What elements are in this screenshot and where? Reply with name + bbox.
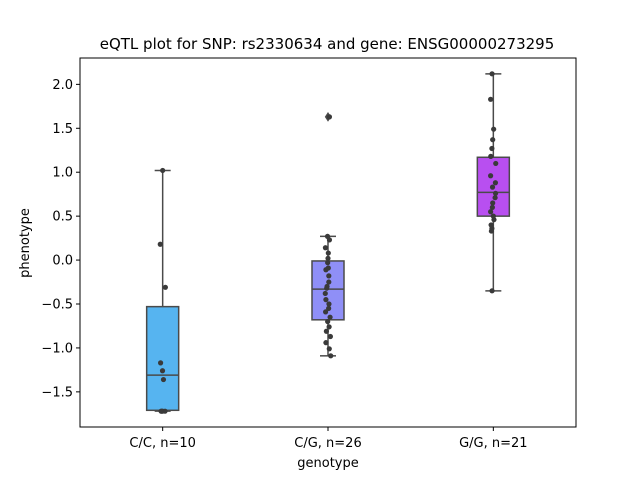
data-point	[327, 314, 333, 320]
x-axis-label: genotype	[297, 456, 358, 471]
data-point	[488, 153, 494, 159]
data-point	[325, 318, 331, 325]
data-point	[327, 333, 333, 340]
data-point	[490, 137, 496, 143]
x-tick-label: G/G, n=21	[459, 436, 527, 451]
data-point	[162, 408, 168, 414]
y-tick-label: −1.5	[41, 385, 73, 400]
y-tick-label: 0.5	[52, 210, 73, 225]
data-point	[326, 305, 332, 311]
data-point	[160, 167, 166, 174]
data-point	[325, 260, 331, 266]
data-point	[326, 279, 332, 285]
data-point	[157, 360, 164, 366]
y-tick-label: 2.0	[52, 78, 73, 93]
data-point	[160, 376, 167, 383]
points-layer	[157, 71, 499, 414]
data-point	[157, 241, 163, 247]
data-point	[328, 353, 334, 359]
data-point	[488, 209, 494, 215]
data-point	[491, 126, 497, 132]
x-tick-label: C/C, n=10	[129, 436, 195, 451]
y-tick-label: −1.0	[41, 341, 73, 356]
chart-title: eQTL plot for SNP: rs2330634 and gene: E…	[100, 35, 555, 53]
data-point	[492, 180, 499, 186]
data-point	[323, 340, 329, 346]
data-point	[322, 290, 328, 297]
data-point	[489, 184, 496, 190]
data-point	[323, 328, 329, 334]
data-point	[489, 204, 495, 210]
data-point	[162, 284, 168, 290]
y-axis-label: phenotype	[18, 208, 33, 278]
data-point	[326, 324, 332, 330]
y-tick-label: 0.0	[52, 254, 73, 269]
data-point	[326, 114, 333, 120]
x-tick-label: C/G, n=26	[294, 436, 361, 451]
data-point	[326, 237, 333, 243]
data-point	[322, 245, 329, 251]
y-tick-label: −0.5	[41, 298, 73, 313]
data-point	[489, 71, 495, 77]
data-point	[326, 301, 332, 307]
data-point	[323, 267, 329, 273]
y-axis: −1.5 −1.0 −0.5 0.0 0.5 1.0 1.5 2.0	[41, 78, 80, 400]
y-tick-label: 1.5	[52, 122, 73, 137]
data-point	[325, 250, 331, 256]
data-point	[323, 297, 329, 303]
data-point	[326, 346, 332, 352]
data-point	[326, 273, 332, 279]
data-point	[488, 173, 494, 179]
data-point	[325, 255, 331, 261]
data-point	[323, 309, 329, 315]
data-point	[490, 200, 496, 206]
data-point	[488, 96, 494, 102]
data-point	[493, 160, 499, 167]
data-point	[492, 190, 499, 196]
data-point	[158, 408, 164, 414]
data-point	[489, 288, 495, 294]
data-point	[489, 225, 495, 232]
data-point	[159, 368, 166, 374]
data-point	[492, 195, 498, 201]
iqr-box	[145, 305, 180, 412]
data-point	[324, 283, 330, 290]
data-point	[489, 145, 495, 152]
x-axis: C/C, n=10 C/G, n=26 G/G, n=21	[129, 427, 528, 451]
y-tick-label: 1.0	[52, 166, 73, 181]
data-point	[490, 213, 496, 219]
